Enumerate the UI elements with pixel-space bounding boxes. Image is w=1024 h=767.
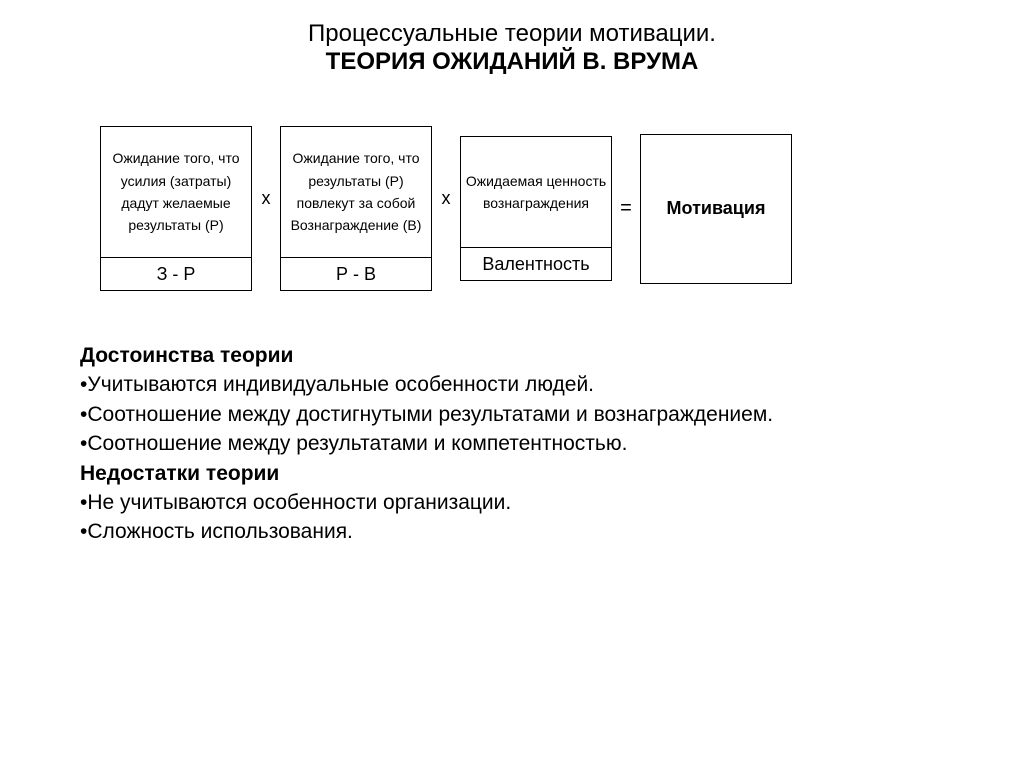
formula-box-3: Ожидаемая ценность вознаграждения Валент…	[460, 136, 612, 281]
advantage-item-text: Учитываются индивидуальные особенности л…	[87, 373, 594, 396]
advantage-item-text: Соотношение между результатами и компете…	[87, 432, 627, 455]
disadvantage-item-text: Сложность использования.	[87, 520, 353, 543]
disadvantage-item: •Не учитываются особенности организации.	[80, 488, 964, 517]
disadvantage-item: •Сложность использования.	[80, 517, 964, 546]
formula-box-2-text: Ожидание того, что результаты (Р) повлек…	[281, 127, 431, 257]
operator-eq: =	[612, 197, 640, 220]
formula-box-3-wrap: Ожидаемая ценность вознаграждения Валент…	[460, 136, 612, 281]
formula-box-1-label: З - Р	[101, 257, 251, 290]
formula-box-1: Ожидание того, что усилия (затраты) даду…	[100, 126, 252, 291]
disadvantage-item-text: Не учитываются особенности организации.	[87, 491, 511, 514]
advantage-item: •Учитываются индивидуальные особенности …	[80, 370, 964, 399]
advantages-heading: Достоинства теории	[80, 341, 964, 370]
operator-2: x	[432, 188, 460, 209]
advantage-item: •Соотношение между результатами и компет…	[80, 429, 964, 458]
formula-box-2-label: Р - В	[281, 257, 431, 290]
advantage-item: •Соотношение между достигнутыми результа…	[80, 400, 964, 429]
disadvantages-heading: Недостатки теории	[80, 459, 964, 488]
formula-row: Ожидание того, что усилия (затраты) даду…	[100, 126, 964, 291]
title-line-2: ТЕОРИЯ ОЖИДАНИЙ В. ВРУМА	[60, 48, 964, 76]
body-text: Достоинства теории •Учитываются индивиду…	[80, 341, 964, 547]
title-block: Процессуальные теории мотивации. ТЕОРИЯ …	[60, 20, 964, 76]
title-line-1: Процессуальные теории мотивации.	[60, 20, 964, 48]
formula-box-3-text: Ожидаемая ценность вознаграждения	[461, 137, 611, 247]
advantage-item-text: Соотношение между достигнутыми результат…	[87, 403, 773, 426]
operator-1: x	[252, 188, 280, 209]
formula-box-2: Ожидание того, что результаты (Р) повлек…	[280, 126, 432, 291]
formula-result-box: Мотивация	[640, 134, 792, 284]
page: Процессуальные теории мотивации. ТЕОРИЯ …	[0, 0, 1024, 547]
formula-box-3-label: Валентность	[461, 247, 611, 280]
formula-box-1-text: Ожидание того, что усилия (затраты) даду…	[101, 127, 251, 257]
